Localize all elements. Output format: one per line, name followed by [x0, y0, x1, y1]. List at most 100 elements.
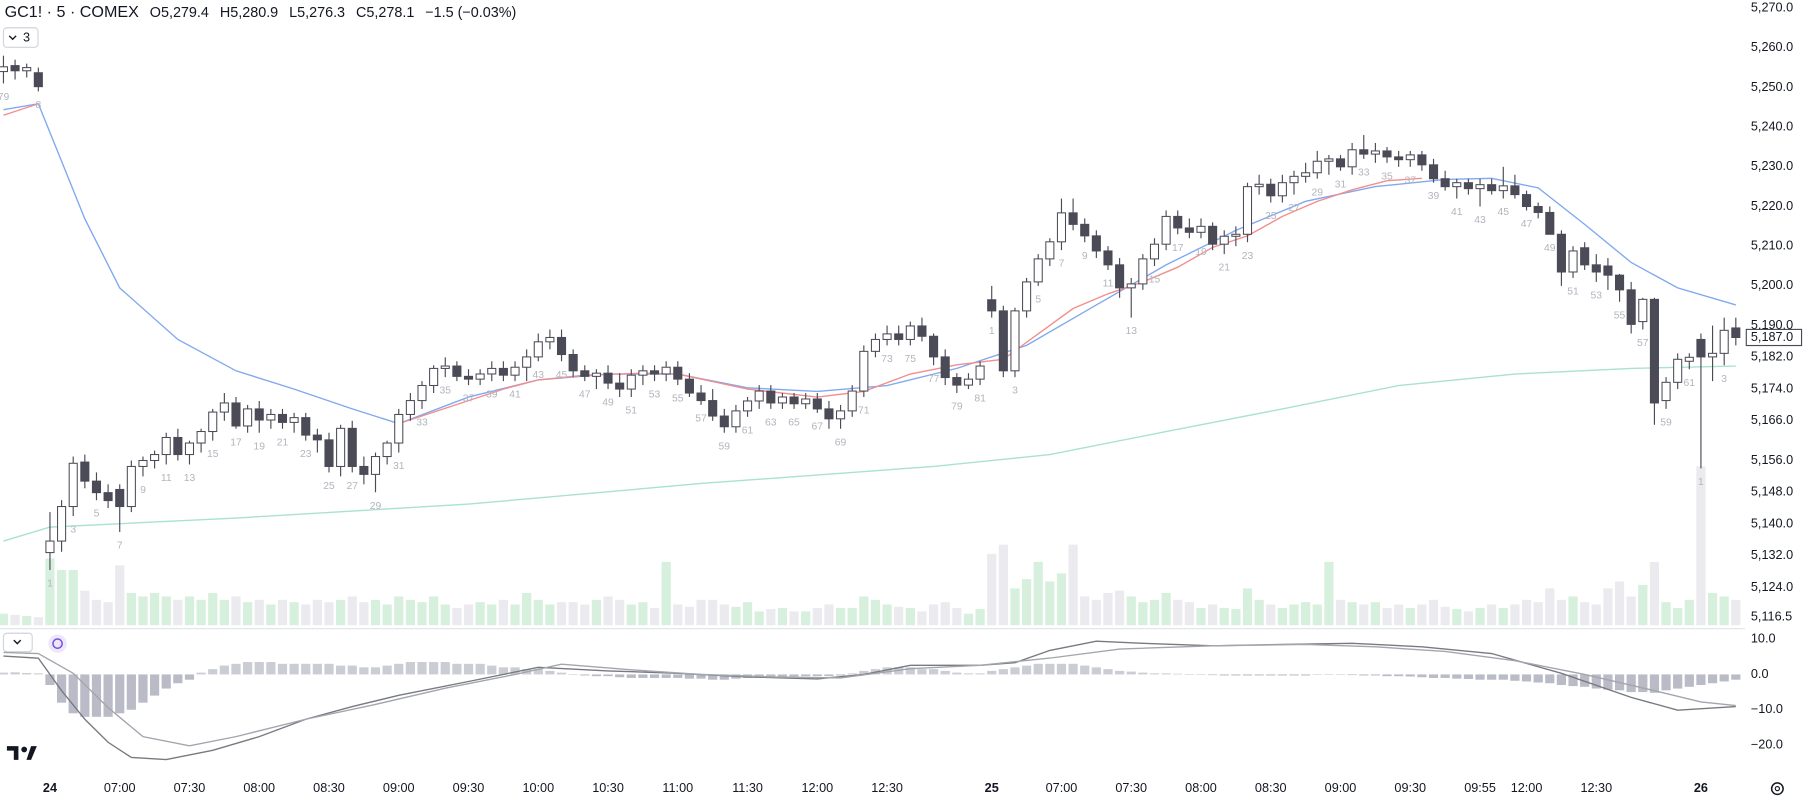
histogram-bar	[1475, 674, 1485, 680]
volume-bar	[708, 599, 718, 626]
volume-bar	[1068, 544, 1078, 626]
candle-body	[1277, 182, 1287, 197]
volume-bar	[56, 569, 67, 626]
histogram-bar	[812, 674, 822, 677]
bar-number: 5	[1035, 294, 1041, 305]
bar-number: 27	[346, 481, 358, 492]
bar-number: 25	[323, 481, 335, 492]
volume-bar	[370, 599, 381, 626]
histogram-bar	[603, 674, 613, 677]
candle-body	[359, 465, 369, 475]
bar-number: 35	[1381, 171, 1393, 182]
bar-number: 35	[439, 386, 451, 397]
candle-body	[1359, 149, 1369, 155]
x-tick-label: 26	[1694, 781, 1708, 795]
histogram-bar	[1126, 671, 1136, 675]
histogram-bar	[1684, 674, 1694, 687]
histogram-bar	[336, 665, 346, 675]
candle-body	[929, 335, 939, 358]
pane-toggle[interactable]	[2, 632, 33, 653]
candle-body	[440, 365, 450, 369]
bar-number: 45	[556, 370, 568, 381]
bar-number: 61	[742, 425, 754, 436]
indicator-toggle[interactable]: 3	[2, 27, 39, 48]
bar-number: 17	[230, 437, 242, 448]
change: −1.5 (−0.03%)	[425, 5, 516, 21]
candle-body	[231, 402, 241, 427]
histogram-bar	[289, 663, 299, 675]
candle-body	[1033, 258, 1043, 283]
histogram-bar	[1021, 665, 1032, 675]
candle-body	[1126, 283, 1136, 289]
volume-bar	[126, 592, 136, 626]
candle-body	[1417, 154, 1427, 166]
candle-body	[1731, 327, 1741, 338]
volume-bar	[1417, 604, 1427, 626]
volume-bar	[417, 602, 427, 626]
gear[interactable]	[1770, 782, 1784, 796]
candle-body	[382, 442, 392, 458]
bar-number: 7	[117, 540, 123, 551]
candle-body	[580, 370, 590, 377]
candle-body	[1603, 265, 1613, 276]
bar-number: 15	[1149, 275, 1161, 286]
bar-number: 69	[835, 437, 847, 448]
candle-body	[789, 396, 799, 405]
candle-body	[57, 506, 67, 542]
volume-bar	[766, 609, 776, 626]
candle-body	[405, 400, 415, 415]
settings-icon[interactable]	[1770, 782, 1784, 796]
ohlc-key: C	[356, 5, 366, 21]
volume-bar	[1242, 588, 1253, 626]
candle-body	[1615, 274, 1625, 291]
y-tick-label: 5,240.0	[1751, 119, 1793, 133]
volume-bar	[556, 602, 567, 626]
x-tick-label: 12:30	[871, 781, 903, 795]
candle-body	[289, 417, 299, 423]
histogram-bar	[1382, 674, 1392, 677]
bar-number: 59	[1660, 417, 1672, 428]
bar-number: 65	[788, 417, 800, 428]
x-tick-label: 07:30	[174, 781, 206, 795]
line-series	[3, 643, 1736, 747]
volume-bar	[1184, 602, 1194, 626]
bar-number: 61	[1684, 378, 1696, 389]
candle-body	[487, 367, 497, 375]
x-tick-label: 11:00	[662, 781, 693, 795]
candle-body	[1661, 381, 1671, 402]
volume-bar	[196, 599, 206, 626]
histogram-bar	[580, 674, 590, 676]
volume-bar	[1405, 607, 1415, 626]
bar-number: 31	[393, 461, 405, 472]
candle-body	[1103, 250, 1113, 266]
volume-bar	[603, 596, 613, 626]
bar-number: 53	[649, 390, 661, 401]
candle-body	[103, 492, 113, 502]
histogram-bar	[1301, 674, 1311, 676]
histogram-bar	[928, 669, 939, 675]
histogram-bar	[975, 673, 985, 675]
candle-body	[1138, 258, 1148, 285]
volume-bar	[940, 602, 950, 626]
volume-bar	[1463, 611, 1474, 626]
bar-number: 19	[253, 441, 265, 452]
candle-body	[1184, 227, 1194, 233]
candle-body	[498, 367, 508, 376]
volume-bar	[301, 604, 311, 626]
candle-body	[1533, 205, 1543, 213]
icon-bg[interactable]	[48, 634, 67, 653]
volume-bar	[673, 604, 683, 626]
candle-body	[1545, 211, 1555, 235]
volume-bar	[1614, 581, 1625, 626]
volume-bar	[184, 596, 195, 626]
ohlc-value: 5,280.9	[230, 5, 278, 21]
refresh-icon[interactable]	[48, 634, 67, 653]
histogram-bar	[568, 674, 578, 675]
candle-body	[266, 413, 276, 421]
bar-number: 8	[35, 100, 41, 111]
button-frame[interactable]	[2, 27, 39, 48]
bar-number: 49	[1544, 243, 1556, 254]
volume-bar	[719, 604, 729, 626]
y-tick-label: 0.0	[1751, 667, 1769, 681]
volume-bar	[440, 604, 450, 626]
